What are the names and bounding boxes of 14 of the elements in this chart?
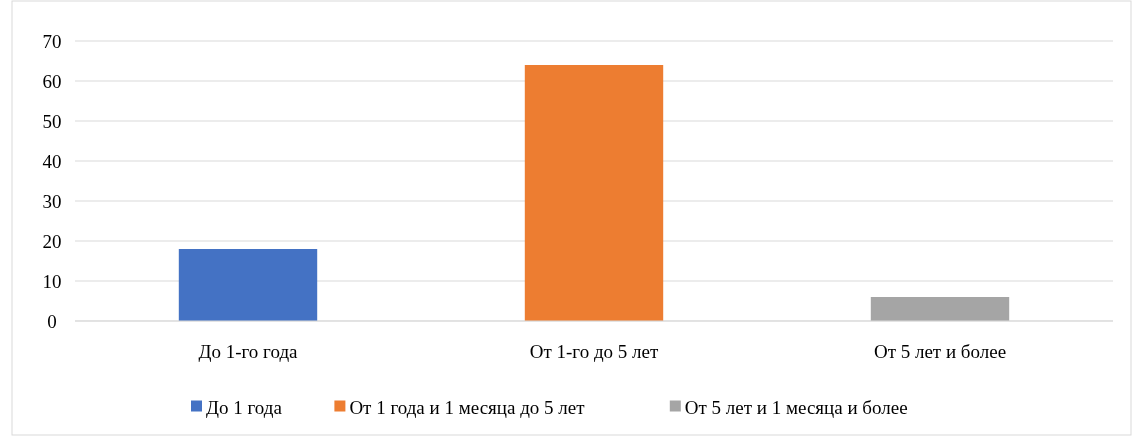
y-tick-label: 70 xyxy=(42,30,62,52)
legend-label: От 5 лет и 1 месяца и более xyxy=(684,396,908,418)
y-tick-label: 10 xyxy=(42,270,62,292)
legend-label: До 1 года xyxy=(206,396,283,418)
y-tick-label: 0 xyxy=(47,310,57,332)
y-tick-label: 60 xyxy=(42,70,62,92)
y-tick-label: 50 xyxy=(42,110,62,132)
x-tick-label: От 1-го до 5 лет xyxy=(529,341,659,362)
legend-label: От 1 года и 1 месяца до 5 лет xyxy=(349,396,586,418)
x-tick-label: От 5 лет и более xyxy=(873,341,1007,362)
y-tick-label: 20 xyxy=(42,230,62,252)
y-tick-label: 40 xyxy=(42,150,62,172)
y-tick-label: 30 xyxy=(42,190,62,212)
x-tick-label: До 1-го года xyxy=(198,341,299,362)
